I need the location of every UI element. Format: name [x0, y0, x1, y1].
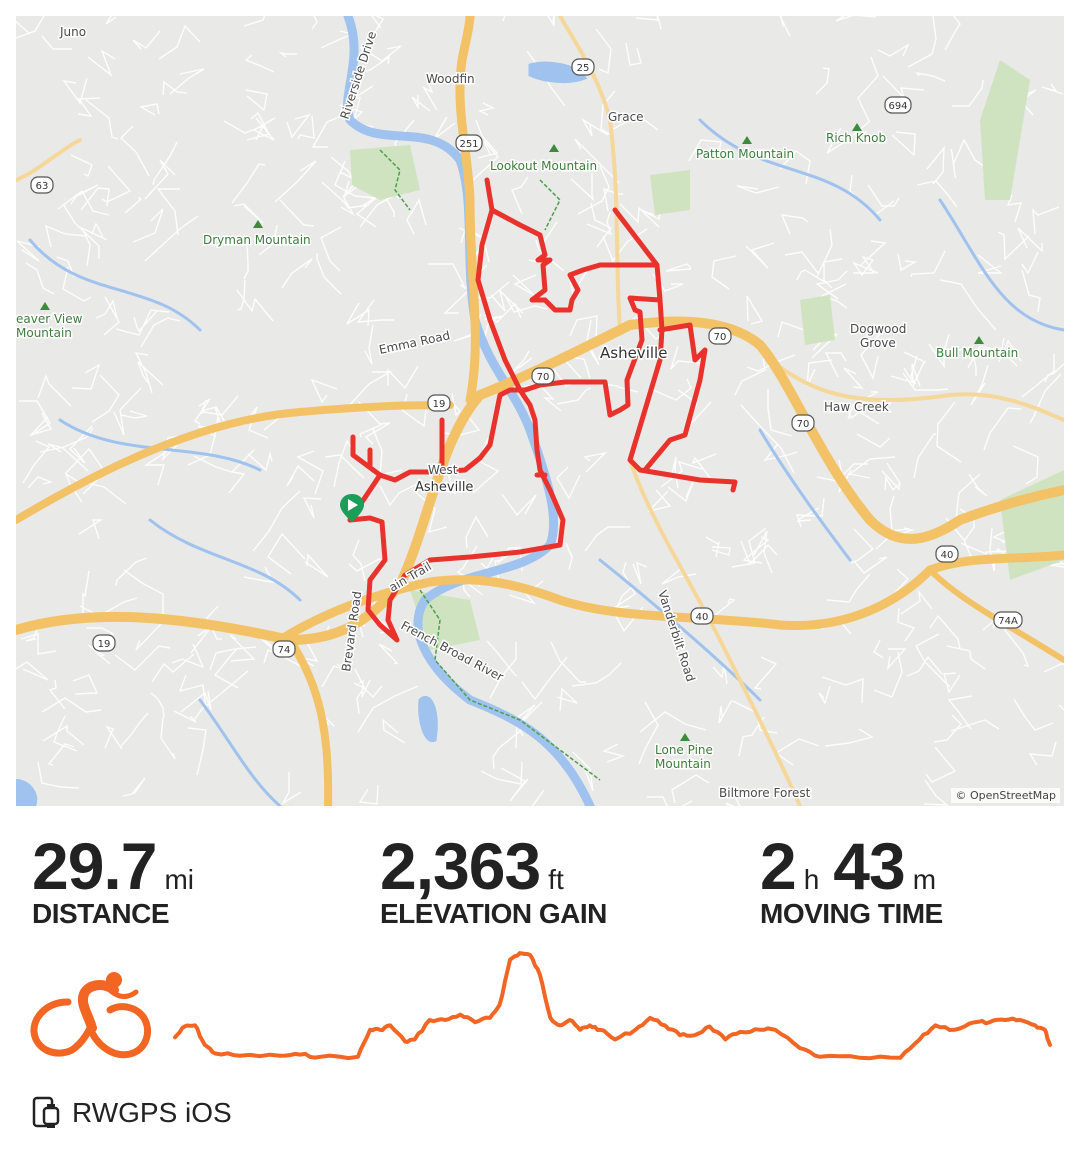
svg-text:70: 70 — [537, 372, 550, 383]
svg-text:694: 694 — [888, 101, 907, 112]
minutes-value: 43 — [833, 829, 905, 903]
elevation-label: ELEVATION GAIN — [380, 898, 607, 929]
label-west-asheville: Asheville — [415, 480, 473, 495]
svg-text:70: 70 — [714, 332, 727, 343]
label-beaver-view-2: Mountain — [16, 326, 72, 340]
distance-label: DISTANCE — [32, 898, 170, 929]
distance-unit: mi — [164, 864, 195, 895]
svg-text:40: 40 — [941, 550, 954, 561]
label-dogwood: Dogwood — [850, 322, 906, 336]
play-icon — [348, 499, 358, 511]
label-lone-pine: Lone Pine — [655, 743, 713, 757]
map-attribution[interactable]: © OpenStreetMap — [951, 788, 1060, 803]
moving-time-label: MOVING TIME — [760, 898, 943, 929]
minutes-unit: m — [912, 864, 937, 895]
elevation-unit: ft — [548, 864, 564, 895]
elevation-value: 2,363 — [380, 829, 541, 903]
route-map[interactable]: Juno Woodfin Riverside Drive Grace Looko… — [16, 16, 1064, 806]
label-bull-mountain: Bull Mountain — [936, 346, 1018, 360]
distance-value: 29.7 — [32, 829, 157, 903]
hours-unit: h — [803, 864, 820, 895]
svg-text:40: 40 — [696, 612, 709, 623]
trails — [379, 149, 601, 781]
stat-elevation-gain: 2,363 ft ELEVATION GAIN — [380, 828, 607, 930]
svg-text:74: 74 — [278, 645, 291, 656]
elevation-profile — [173, 951, 1052, 1061]
stat-moving-time: 2 h 43 m MOVING TIME — [760, 828, 943, 930]
source-app-label: RWGPS iOS — [72, 1097, 232, 1128]
svg-text:74A: 74A — [998, 616, 1018, 627]
svg-text:70: 70 — [797, 419, 810, 430]
label-woodfin: Woodfin — [426, 72, 475, 86]
label-haw-creek: Haw Creek — [824, 400, 889, 414]
label-beaver-view: eaver View — [16, 312, 83, 326]
label-rich-knob: Rich Knob — [826, 131, 886, 145]
cycling-icon — [30, 972, 151, 1059]
label-grove: Grove — [860, 336, 896, 350]
label-lone-pine-2: Mountain — [655, 757, 711, 771]
svg-text:25: 25 — [577, 63, 590, 74]
label-juno: Juno — [59, 25, 86, 39]
stat-distance: 29.7 mi DISTANCE — [32, 828, 194, 930]
map-background — [16, 16, 1064, 806]
svg-text:251: 251 — [459, 139, 478, 150]
label-dryman-mountain: Dryman Mountain — [203, 233, 311, 247]
label-lookout-mountain: Lookout Mountain — [490, 159, 597, 173]
device-source: RWGPS iOS — [32, 1096, 232, 1130]
label-asheville: Asheville — [600, 344, 667, 362]
svg-text:19: 19 — [98, 639, 111, 650]
peak-icons — [40, 123, 984, 741]
hours-value: 2 — [760, 829, 797, 903]
label-biltmore-forest: Biltmore Forest — [719, 786, 811, 800]
route-line — [347, 177, 738, 643]
label-grace: Grace — [608, 110, 644, 124]
label-patton-mountain: Patton Mountain — [696, 147, 794, 161]
highways — [16, 16, 1064, 806]
start-marker[interactable] — [340, 494, 364, 522]
label-west: West — [428, 463, 458, 477]
svg-text:63: 63 — [36, 181, 49, 192]
svg-text:19: 19 — [433, 399, 446, 410]
phone-watch-icon — [32, 1096, 60, 1128]
rivers — [16, 16, 1064, 806]
elevation-profile-line — [173, 951, 1052, 1061]
route-shields: 25 694 251 63 70 70 70 19 19 74 40 40 74… — [30, 58, 1023, 658]
